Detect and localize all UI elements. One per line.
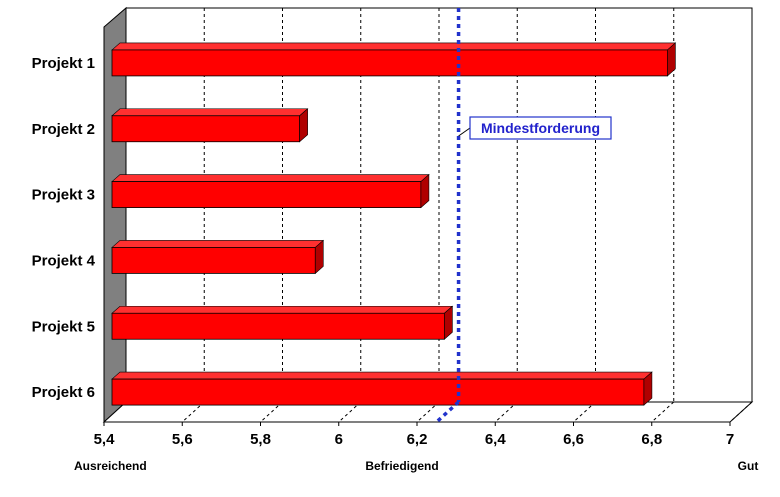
bars — [111, 42, 677, 406]
bar-front — [111, 247, 316, 274]
bar — [111, 305, 454, 340]
bar-front — [111, 312, 445, 340]
floor-gridline — [494, 401, 518, 423]
floor-gridline — [260, 401, 283, 423]
x-tick-label: 6,8 — [641, 431, 662, 448]
x-tick-label: 6,6 — [563, 431, 584, 448]
rating-label: Gut — [738, 459, 759, 473]
bar-front — [111, 49, 668, 77]
floor-gridline — [338, 401, 362, 423]
bar-front — [111, 181, 422, 208]
x-tick-label: 6,2 — [407, 431, 428, 448]
callout-label: Mindestforderung — [481, 120, 600, 136]
bar — [111, 239, 325, 275]
bar-side — [667, 42, 676, 77]
category-label: Projekt 6 — [32, 384, 95, 401]
floor-gridline — [729, 401, 753, 423]
reference-line — [435, 8, 461, 424]
bar-side — [420, 173, 430, 209]
reference-callout: Mindestforderung — [458, 116, 612, 140]
category-labels: Projekt 1 Projekt 2 Projekt 3 Projekt 4 Proj… — [32, 55, 96, 401]
rating-labels: Ausreichend Befriedigend Gut — [74, 459, 758, 473]
floor-gridline — [651, 401, 675, 423]
category-label: Projekt 3 — [32, 187, 95, 204]
x-tick-label: 5,4 — [94, 431, 116, 448]
bar-top — [111, 42, 677, 51]
bar — [111, 42, 677, 77]
bar-top — [111, 371, 653, 380]
bar-top — [111, 174, 430, 182]
reference-line-floor — [435, 400, 460, 424]
x-axis-ticks: 5,4 5,6 5,8 6 6,2 6,4 6,6 6,8 7 — [94, 422, 734, 448]
category-label: Projekt 1 — [32, 55, 95, 72]
rating-label: Ausreichend — [74, 459, 147, 473]
bar-front — [111, 115, 301, 143]
floor-gridline — [181, 401, 205, 423]
bar-top — [111, 305, 454, 314]
category-label: Projekt 5 — [32, 318, 95, 335]
bar-side — [299, 108, 308, 143]
bar-front — [111, 378, 645, 406]
callout-leader — [458, 127, 471, 137]
x-tick-label: 5,6 — [172, 431, 193, 448]
bar-top — [111, 108, 309, 117]
rating-label: Befriedigend — [365, 459, 438, 473]
bar — [111, 173, 430, 209]
x-tick-label: 6 — [335, 431, 343, 448]
bar-side — [643, 371, 653, 406]
category-label: Projekt 2 — [32, 121, 95, 138]
bar-top — [111, 240, 325, 248]
x-tick-label: 7 — [726, 431, 734, 448]
category-label: Projekt 4 — [32, 252, 96, 269]
floor-gridline — [416, 401, 440, 423]
x-tick-label: 6,4 — [485, 431, 507, 448]
bar — [111, 108, 309, 143]
bar-side — [314, 239, 324, 275]
floor-gridline — [573, 401, 596, 423]
bar — [111, 371, 653, 406]
bar-side — [444, 305, 453, 340]
gridlines — [181, 8, 753, 423]
callout-box — [469, 116, 612, 140]
x-tick-label: 5,8 — [250, 431, 271, 448]
